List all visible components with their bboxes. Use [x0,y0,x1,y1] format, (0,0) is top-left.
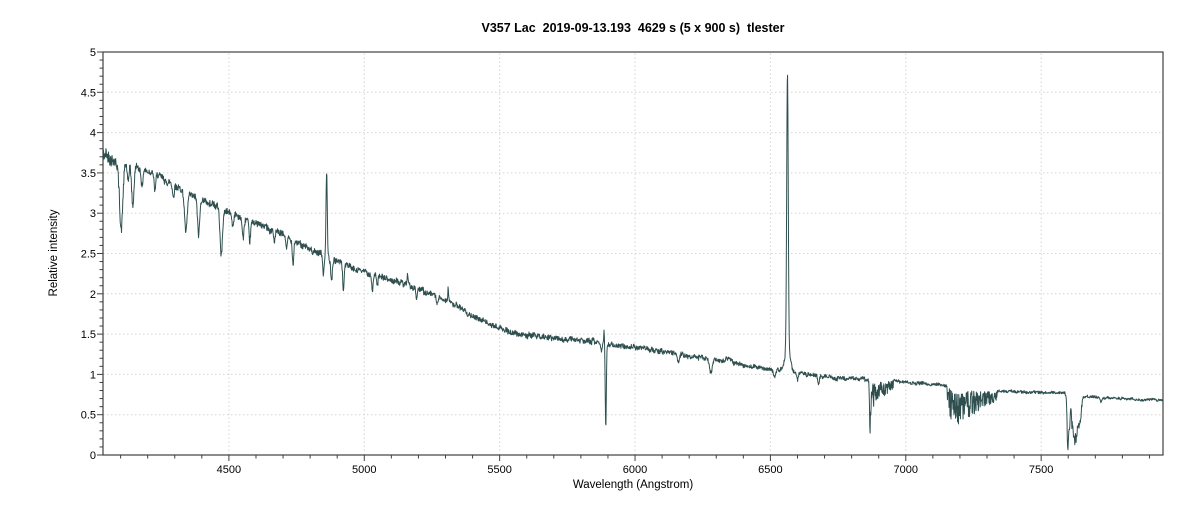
chart-title: V357 Lac 2019-09-13.193 4629 s (5 x 900 … [481,21,785,35]
y-axis-label: Relative intensity [48,209,60,297]
y-tick-label: 3 [90,208,96,220]
x-tick-label: 4500 [217,464,241,476]
x-tick-label: 5500 [487,464,511,476]
y-tick-label: 2 [90,289,96,301]
y-tick-label: 4.5 [81,87,96,99]
x-tick-label: 6000 [623,464,647,476]
x-tick-label: 7000 [894,464,918,476]
y-tick-label: 0.5 [81,410,96,422]
x-axis-label: Wavelength (Angstrom) [572,479,694,491]
y-tick-label: 3.5 [81,168,96,180]
y-tick-label: 5 [90,47,96,59]
y-tick-label: 1 [90,369,96,381]
y-tick-label: 2.5 [81,249,96,261]
y-tick-label: 4 [90,128,96,140]
y-tick-label: 1.5 [81,329,96,341]
y-tick-label: 0 [90,450,96,462]
x-tick-label: 6500 [758,464,782,476]
x-tick-label: 7500 [1029,464,1053,476]
spectrum-line [102,74,1164,451]
x-tick-label: 5000 [352,464,376,476]
